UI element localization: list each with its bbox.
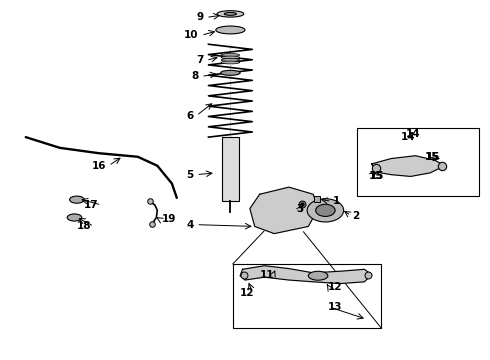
Ellipse shape xyxy=(308,271,328,280)
Text: 9: 9 xyxy=(196,13,203,22)
Text: 19: 19 xyxy=(162,214,176,224)
Text: 6: 6 xyxy=(187,111,194,121)
Ellipse shape xyxy=(70,196,84,203)
Text: 15: 15 xyxy=(425,152,440,162)
Text: 16: 16 xyxy=(92,161,106,171)
Text: 14: 14 xyxy=(406,129,420,139)
Text: 4: 4 xyxy=(187,220,194,230)
Text: 10: 10 xyxy=(184,30,199,40)
Ellipse shape xyxy=(220,70,240,75)
Text: 18: 18 xyxy=(77,221,92,231)
Ellipse shape xyxy=(307,199,343,222)
Bar xyxy=(233,264,381,328)
Text: 17: 17 xyxy=(84,200,99,210)
Text: 3: 3 xyxy=(296,203,303,213)
Text: 2: 2 xyxy=(352,211,360,221)
Ellipse shape xyxy=(221,61,240,64)
Text: 13: 13 xyxy=(328,302,343,312)
Bar xyxy=(221,137,239,202)
Text: 1: 1 xyxy=(333,197,340,206)
Text: 14: 14 xyxy=(401,132,416,142)
Ellipse shape xyxy=(216,26,245,34)
Ellipse shape xyxy=(67,214,82,221)
Polygon shape xyxy=(250,187,318,234)
Text: 8: 8 xyxy=(192,71,199,81)
Bar xyxy=(357,128,479,196)
Ellipse shape xyxy=(316,204,335,216)
Ellipse shape xyxy=(221,54,240,57)
Text: 11: 11 xyxy=(260,270,274,280)
Text: 15: 15 xyxy=(370,171,385,181)
Text: 12: 12 xyxy=(328,282,343,292)
Ellipse shape xyxy=(221,56,240,59)
Text: 7: 7 xyxy=(196,55,203,65)
Polygon shape xyxy=(240,266,372,284)
Ellipse shape xyxy=(217,11,244,17)
Text: 15: 15 xyxy=(369,171,384,181)
Text: 12: 12 xyxy=(240,288,255,297)
Text: 5: 5 xyxy=(187,170,194,180)
Text: 15: 15 xyxy=(426,152,441,162)
Polygon shape xyxy=(372,156,445,176)
Ellipse shape xyxy=(224,13,237,15)
Ellipse shape xyxy=(221,59,240,62)
